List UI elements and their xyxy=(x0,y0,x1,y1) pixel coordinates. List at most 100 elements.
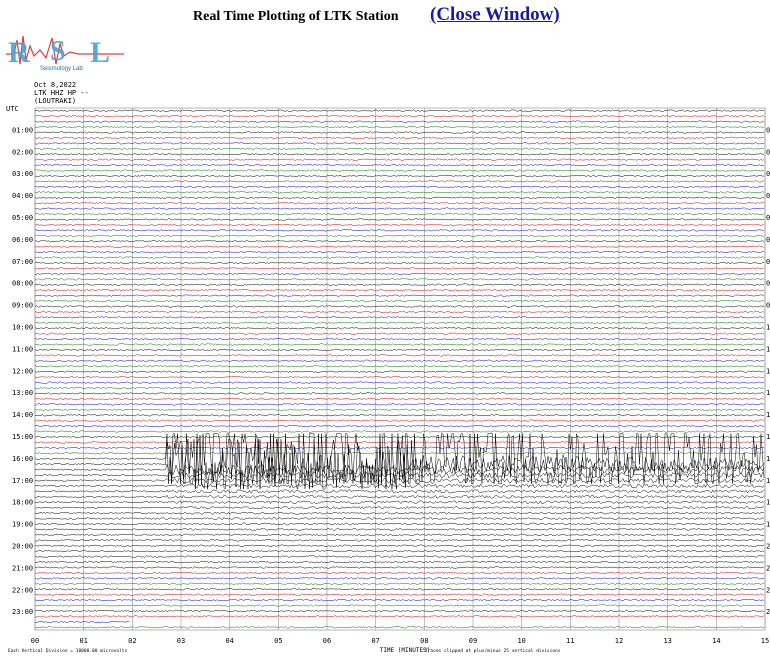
right-hour-label: 0 xyxy=(766,170,770,178)
hour-label: 10:00 xyxy=(12,324,33,332)
right-hour-label: 1 xyxy=(766,367,770,375)
seismic-trace xyxy=(34,245,765,248)
right-hour-label: 0 xyxy=(766,214,770,222)
minute-tick-label: 03 xyxy=(177,637,185,645)
seismic-trace xyxy=(34,147,765,151)
seismic-trace xyxy=(34,538,765,542)
seismic-trace xyxy=(34,621,130,624)
seismic-trace xyxy=(34,593,765,596)
seismic-trace xyxy=(34,234,765,237)
seismic-trace xyxy=(34,261,765,265)
seismic-trace xyxy=(34,272,765,276)
minute-tick-label: 08 xyxy=(420,637,428,645)
seismic-trace xyxy=(34,218,765,221)
seismic-trace xyxy=(34,212,765,216)
seismic-trace xyxy=(34,494,765,499)
page-title: Real Time Plotting of LTK Station xyxy=(193,9,399,24)
right-hour-label: 1 xyxy=(766,389,770,397)
hour-label: 09:00 xyxy=(12,302,33,310)
seismic-trace xyxy=(34,142,765,145)
seismic-trace xyxy=(34,489,765,494)
logo-subtext: Seismology Lab xyxy=(40,66,83,72)
right-hour-label: 0 xyxy=(766,258,770,266)
station-location: (LOUTRAKI) xyxy=(34,97,77,105)
seismic-trace xyxy=(34,403,765,406)
right-hour-label: 2 xyxy=(766,586,770,594)
seismic-trace xyxy=(35,463,765,476)
right-hour-label: 0 xyxy=(766,236,770,244)
minute-tick-label: 09 xyxy=(469,637,477,645)
right-hour-label: 1 xyxy=(766,345,770,353)
seismic-trace xyxy=(34,370,765,374)
minute-tick-label: 12 xyxy=(615,637,623,645)
seismic-trace xyxy=(34,250,765,254)
right-hour-label: 1 xyxy=(766,433,770,441)
minute-tick-label: 10 xyxy=(517,637,525,645)
seismic-trace xyxy=(34,505,765,510)
right-hour-label: 1 xyxy=(766,521,770,529)
seismic-trace xyxy=(34,114,765,118)
seismic-trace xyxy=(34,500,765,505)
hour-label: 03:00 xyxy=(12,170,33,178)
seismic-trace xyxy=(34,598,765,602)
hour-label: 06:00 xyxy=(12,236,33,244)
hour-label: 18:00 xyxy=(12,499,33,507)
seismic-trace xyxy=(34,278,765,281)
seismic-trace xyxy=(34,430,765,433)
seismic-trace xyxy=(34,283,765,286)
seismic-trace xyxy=(34,381,765,384)
x-axis-label: TIME (MINUTES) xyxy=(380,647,431,654)
footer-left-note: Each Vertical Division = 10000.00 microv… xyxy=(8,648,127,654)
seismic-trace xyxy=(34,386,765,390)
seismology-lab-logo: R S L Seismology Lab xyxy=(6,30,124,72)
seismic-trace xyxy=(34,571,765,575)
minute-tick-label: 02 xyxy=(128,637,136,645)
seismic-trace xyxy=(34,125,765,129)
seismic-trace xyxy=(34,316,765,319)
seismic-trace xyxy=(34,555,765,558)
seismic-trace xyxy=(34,615,765,618)
seismic-trace xyxy=(34,136,765,140)
seismic-trace xyxy=(34,359,765,363)
seismic-trace xyxy=(34,522,765,526)
right-hour-label: 1 xyxy=(766,411,770,419)
right-hour-label: 1 xyxy=(766,455,770,463)
logo-letter-s: S xyxy=(50,36,66,67)
right-hour-label: 1 xyxy=(766,499,770,507)
hour-label: 21:00 xyxy=(12,564,33,572)
seismic-trace xyxy=(34,582,765,586)
right-hour-label: 0 xyxy=(766,126,770,134)
seismic-trace xyxy=(34,207,765,210)
hour-label: 08:00 xyxy=(12,280,33,288)
seismic-trace xyxy=(34,511,764,515)
station-date: Oct 8,2022 xyxy=(34,81,77,89)
minute-tick-label: 15 xyxy=(761,637,769,645)
utc-label: UTC xyxy=(6,105,19,113)
seismic-trace xyxy=(34,267,765,270)
seismic-trace xyxy=(34,294,765,297)
seismic-trace xyxy=(34,326,765,330)
seismic-trace xyxy=(34,365,765,368)
right-hour-label: 0 xyxy=(766,192,770,200)
close-window-link[interactable]: (Close Window) xyxy=(430,4,560,25)
seismic-trace xyxy=(35,413,765,417)
seismic-trace xyxy=(34,131,764,134)
minute-tick-label: 14 xyxy=(712,637,720,645)
hour-label: 19:00 xyxy=(12,521,33,529)
seismic-trace xyxy=(34,451,765,455)
hour-label: 22:00 xyxy=(12,586,33,594)
seismic-trace xyxy=(34,609,765,613)
seismic-trace xyxy=(34,392,765,395)
seismic-trace xyxy=(34,163,765,167)
seismic-trace xyxy=(34,109,765,113)
minute-tick-label: 11 xyxy=(566,637,574,645)
seismic-trace xyxy=(34,321,765,325)
minute-tick-label: 04 xyxy=(225,637,233,645)
seismic-trace xyxy=(34,239,765,243)
minute-tick-label: 07 xyxy=(371,637,379,645)
seismic-trace xyxy=(34,577,765,580)
seismic-trace xyxy=(34,441,765,444)
seismic-trace xyxy=(34,470,765,479)
hour-label: 01:00 xyxy=(12,126,33,134)
seismic-trace xyxy=(34,332,765,335)
